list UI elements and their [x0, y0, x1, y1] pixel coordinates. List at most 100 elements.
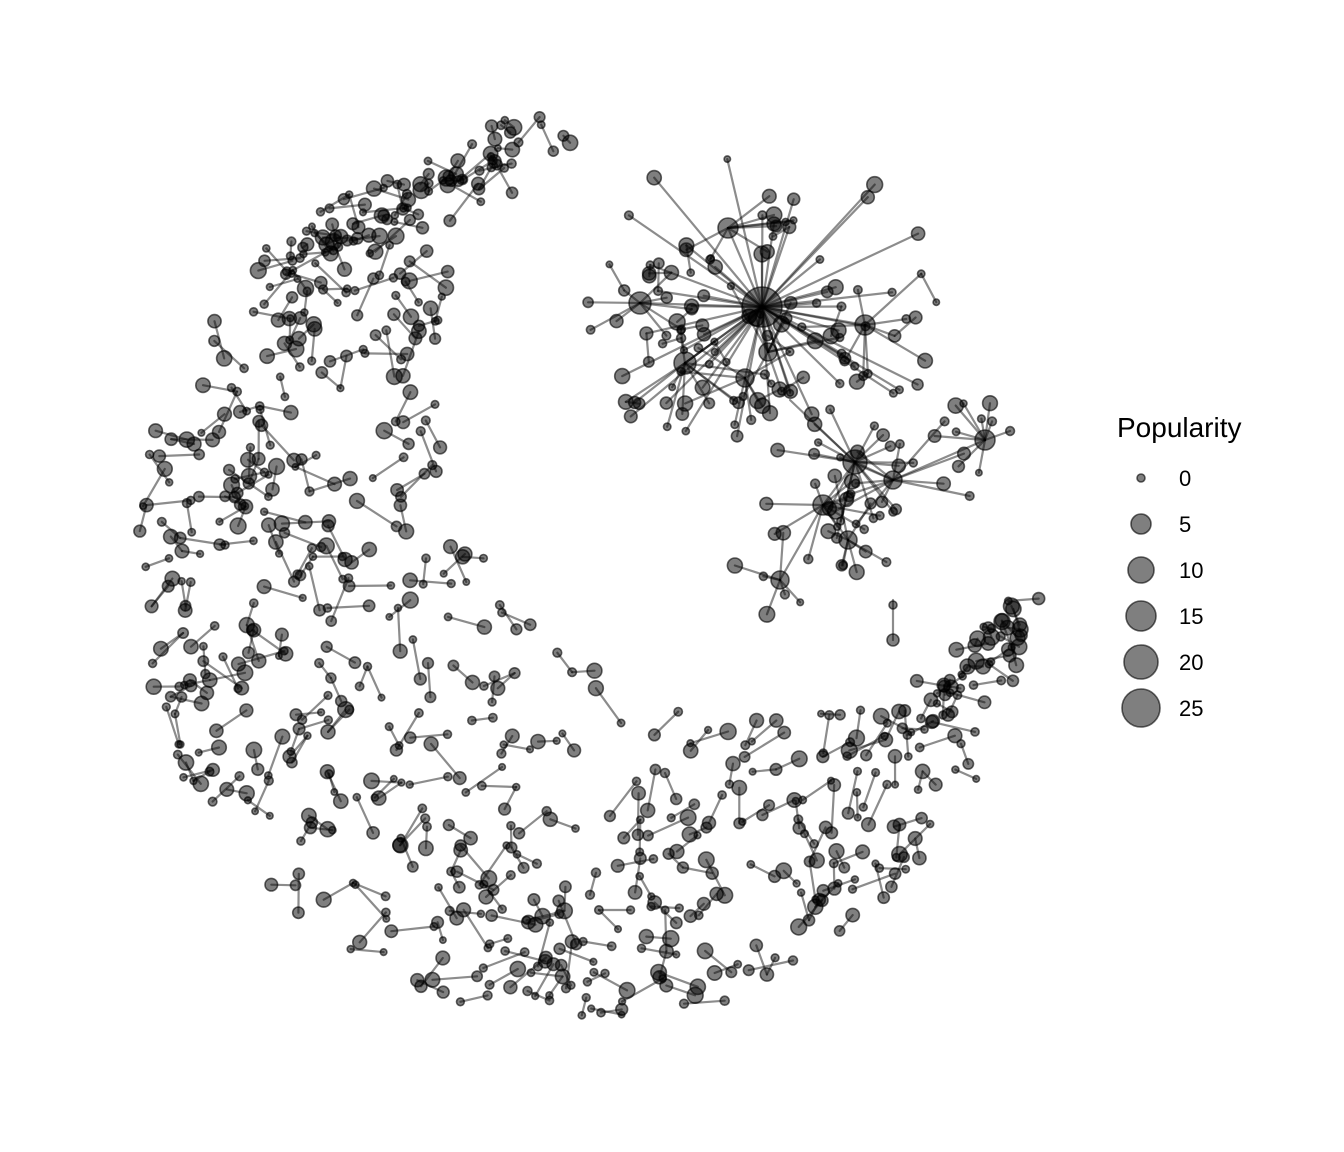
network-node — [555, 902, 574, 920]
network-edge — [788, 398, 857, 464]
network-node — [835, 332, 845, 343]
network-node — [179, 680, 189, 690]
network-edge — [608, 780, 638, 818]
network-node — [696, 942, 714, 960]
network-node — [781, 217, 790, 227]
network-node — [488, 670, 501, 683]
network-node — [147, 658, 158, 669]
network-node — [476, 909, 486, 919]
network-node — [730, 429, 744, 443]
network-node — [464, 674, 481, 691]
network-node — [354, 681, 365, 692]
network-edge — [482, 950, 526, 970]
network-node — [610, 858, 625, 873]
network-node — [173, 531, 187, 545]
network-node — [352, 934, 368, 950]
network-node — [402, 572, 418, 589]
network-node — [232, 404, 248, 420]
network-node — [325, 672, 337, 684]
network-node — [285, 290, 299, 304]
network-node — [452, 770, 467, 786]
network-node — [787, 955, 799, 966]
network-node — [436, 985, 450, 999]
network-node — [852, 766, 863, 776]
network-node — [432, 440, 448, 455]
network-node — [609, 313, 624, 329]
network-node — [474, 165, 485, 176]
network-node — [183, 638, 199, 655]
network-node — [403, 731, 417, 745]
network-node — [371, 790, 387, 806]
network-edge — [378, 244, 391, 277]
network-node — [506, 158, 517, 169]
network-node — [294, 253, 305, 264]
network-node — [860, 189, 876, 205]
network-node — [911, 378, 924, 391]
network-node — [421, 553, 431, 564]
network-node — [986, 416, 998, 427]
network-node — [229, 517, 247, 535]
network-node — [851, 519, 861, 529]
network-node — [392, 643, 408, 659]
network-node — [508, 666, 521, 680]
network-node — [639, 326, 654, 341]
network-node — [232, 386, 243, 397]
network-edge — [684, 305, 764, 433]
network-node — [311, 259, 320, 268]
network-node — [747, 737, 757, 746]
network-node — [678, 242, 694, 258]
network-node — [198, 641, 208, 651]
network-node — [156, 516, 167, 527]
network-node — [558, 880, 572, 894]
network-node — [325, 615, 338, 627]
network-node — [199, 685, 215, 701]
network-node — [659, 767, 671, 779]
network-node — [487, 131, 503, 147]
network-node — [294, 362, 305, 372]
network-node — [617, 997, 627, 1006]
network-node — [853, 813, 862, 822]
network-node — [914, 742, 925, 753]
network-node — [1006, 674, 1020, 688]
network-node — [254, 401, 265, 411]
network-node — [854, 314, 876, 336]
network-edge — [891, 452, 966, 482]
network-node — [627, 395, 642, 410]
network-node — [617, 831, 631, 845]
network-node — [484, 939, 495, 949]
network-node — [635, 815, 645, 825]
network-edge — [173, 712, 182, 746]
network-node — [695, 318, 710, 333]
network-node — [443, 214, 457, 228]
network-edge — [808, 860, 817, 901]
network-node — [1011, 620, 1029, 638]
network-node — [887, 748, 903, 764]
network-node — [497, 802, 512, 816]
network-node — [723, 155, 732, 164]
network-node — [891, 852, 901, 863]
network-node — [964, 490, 975, 502]
network-node — [280, 392, 290, 402]
network-node — [393, 603, 403, 613]
network-node — [948, 641, 965, 658]
network-node — [177, 754, 195, 771]
legend-label-5: 5 — [1179, 512, 1191, 537]
network-node — [841, 806, 855, 820]
network-node — [890, 780, 900, 789]
network-node — [379, 947, 388, 957]
network-node — [420, 415, 431, 426]
network-node — [264, 877, 279, 892]
network-node — [928, 777, 943, 792]
network-node — [974, 658, 992, 675]
network-edge — [830, 783, 836, 834]
network-node — [974, 468, 983, 477]
network-node — [357, 197, 373, 212]
network-node — [796, 598, 805, 607]
network-node — [156, 460, 174, 478]
network-node — [292, 867, 306, 881]
network-node — [561, 134, 579, 152]
network-node — [387, 307, 401, 322]
network-node — [302, 286, 312, 296]
network-edge — [480, 784, 518, 789]
network-node — [958, 671, 967, 681]
